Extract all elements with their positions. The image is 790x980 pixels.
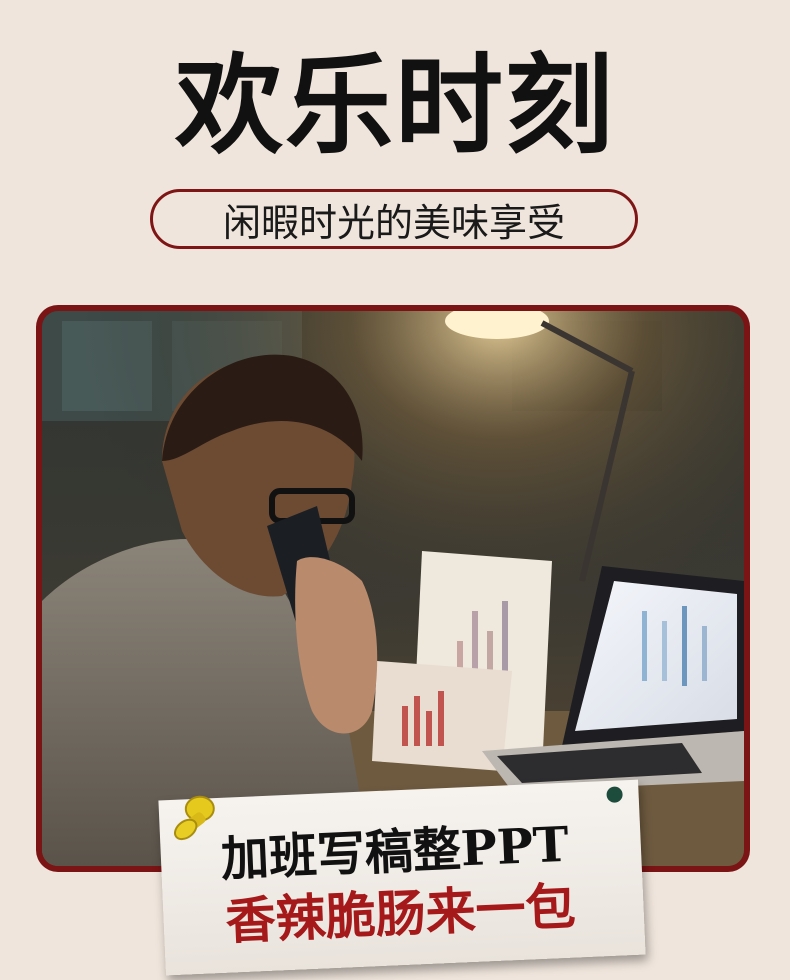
- office-scene-illustration: [42, 311, 744, 866]
- subtitle-badge: 闲暇时光的美味享受: [150, 189, 638, 249]
- sticky-note-card: 加班写稿整PPT 香辣脆肠来一包: [158, 779, 646, 976]
- photo-frame: [36, 305, 750, 872]
- office-photo: [42, 311, 744, 866]
- pushpin-icon: [166, 788, 229, 855]
- subtitle-text: 闲暇时光的美味享受: [222, 200, 565, 245]
- page-title: 欢乐时刻: [174, 44, 615, 169]
